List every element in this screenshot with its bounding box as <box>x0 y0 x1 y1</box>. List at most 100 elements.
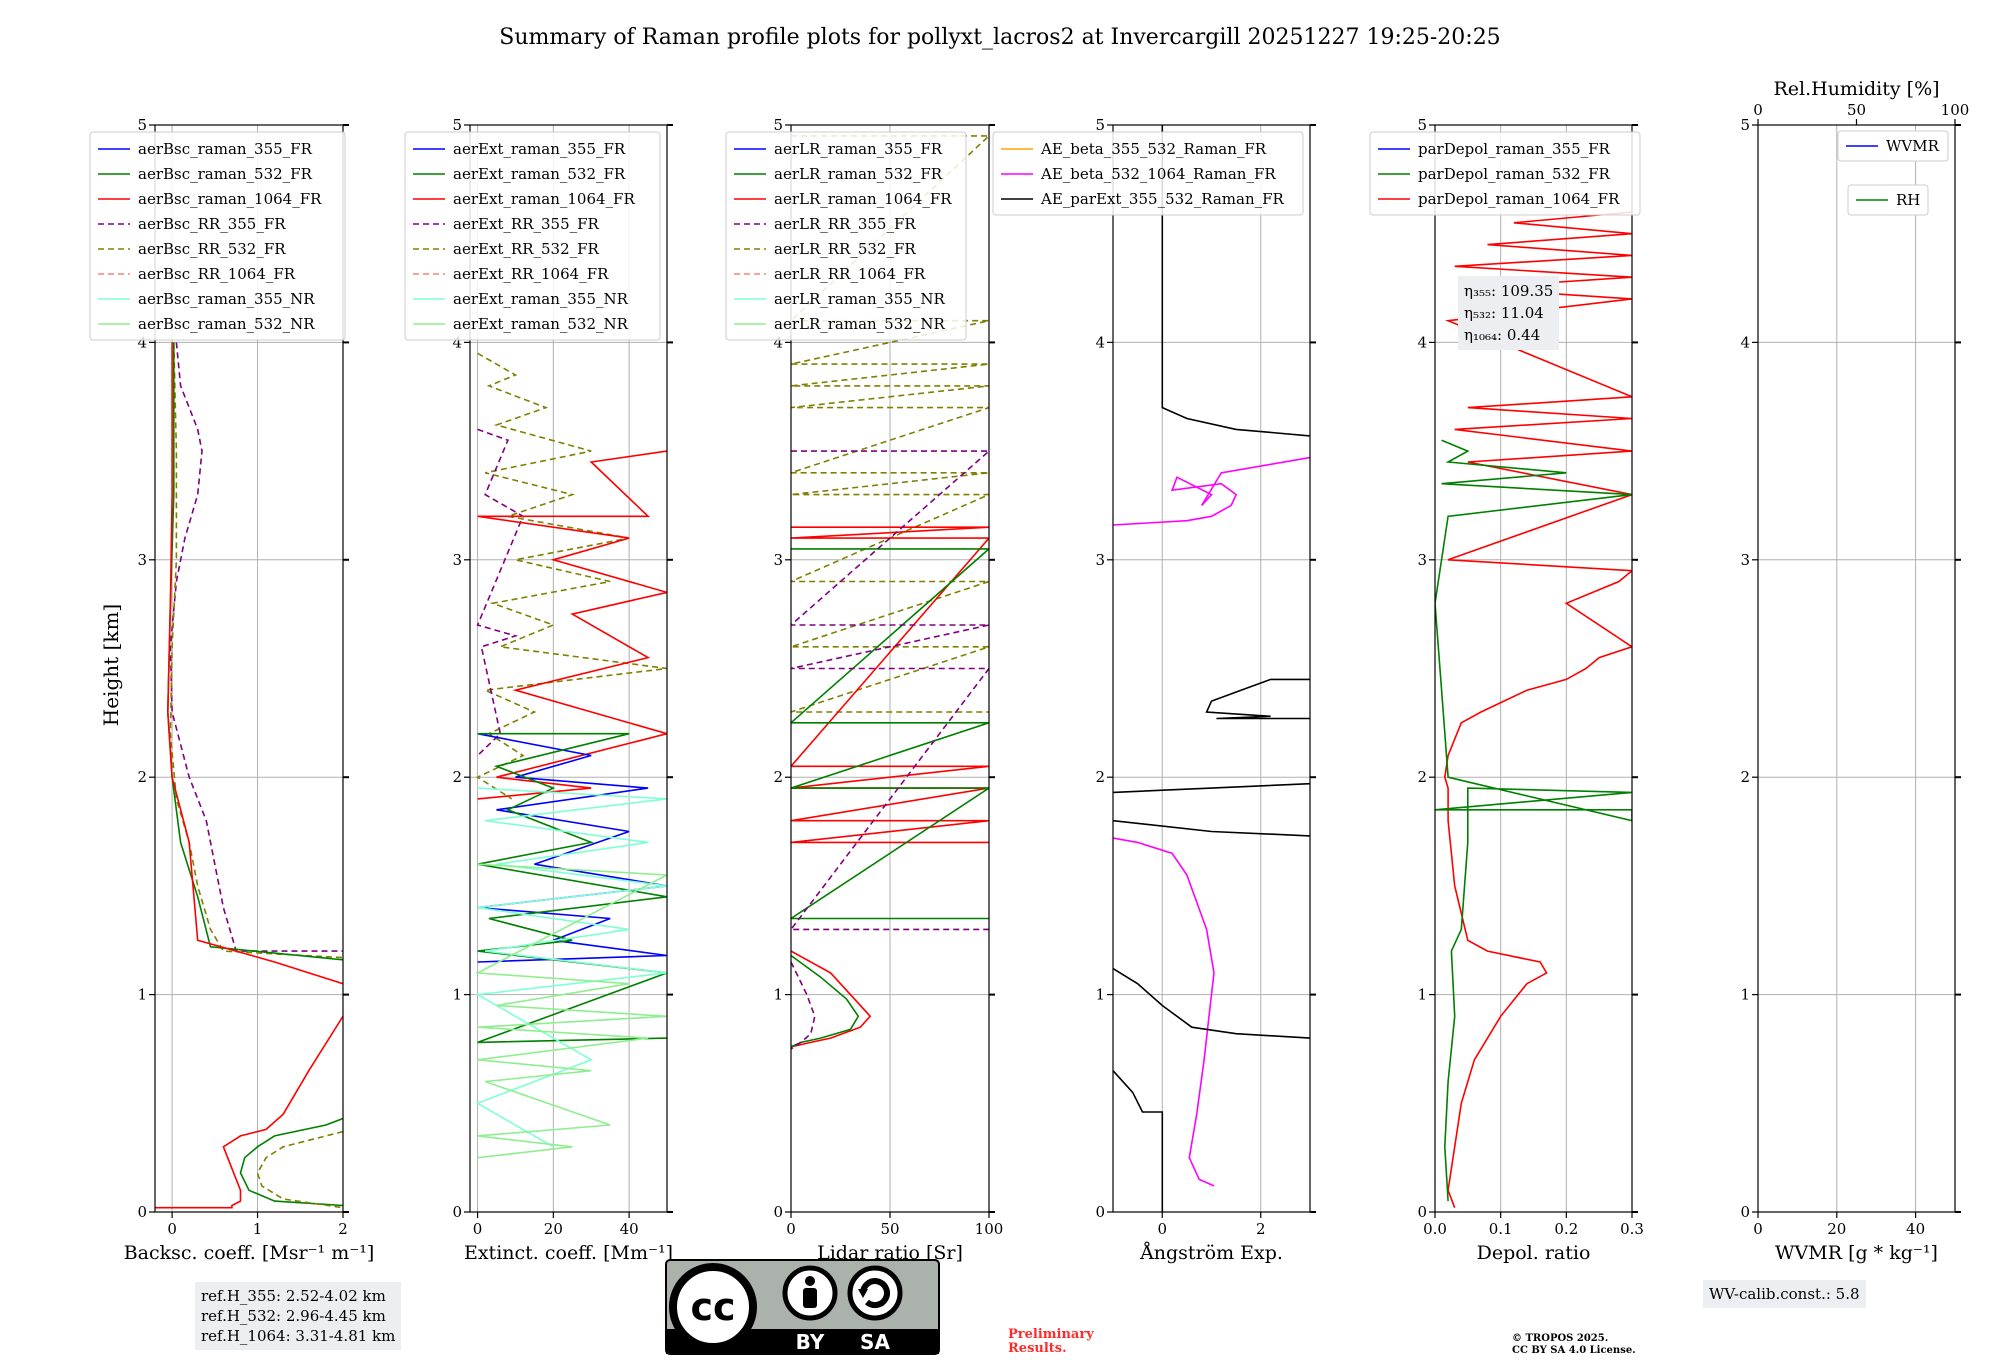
series-line-aerLR_raman_1064_FR <box>791 526 989 844</box>
x-tick-label: 20 <box>544 1220 563 1238</box>
y-tick-label: 3 <box>773 551 783 569</box>
series-line-AE_parExt_355_532_Raman_FR_lower <box>1113 782 1310 794</box>
series-line-aerExt_raman_355_FR <box>477 732 667 963</box>
legend-label: aerExt_raman_1064_FR <box>453 190 635 208</box>
series-line-aerExt_raman_1064_FR <box>477 450 667 800</box>
series-line-aerBsc_raman_1064_FR <box>166 342 343 985</box>
legend-label: AE_beta_532_1064_Raman_FR <box>1040 165 1276 183</box>
y-tick-label: 4 <box>773 333 783 351</box>
copyright-note: © TROPOS 2025. CC BY SA 4.0 License. <box>1512 1333 1636 1357</box>
legend-label: aerExt_raman_532_NR <box>453 315 629 333</box>
series-line-aerLR_raman_532_FR_low <box>791 954 860 1048</box>
top-x-tick-label: 50 <box>1847 101 1866 119</box>
y-tick-label: 2 <box>1417 768 1427 786</box>
cc-icon-label: cc <box>690 1285 735 1329</box>
series-line-AE_beta_532_1064_Raman_FR <box>1113 456 1310 526</box>
series-line-aerLR_RR_355_FR <box>791 450 989 931</box>
x-axis-label: Backsc. coeff. [Msr⁻¹ m⁻¹] <box>124 1242 375 1264</box>
sa-share-icon <box>847 1265 903 1321</box>
y-tick-label: 3 <box>137 551 147 569</box>
y-tick-label: 3 <box>452 551 462 569</box>
y-tick-label: 3 <box>1095 551 1105 569</box>
series-line-aerBsc_raman_532_FR <box>166 342 343 961</box>
y-tick-label: 0 <box>1095 1203 1105 1221</box>
x-tick-label: 40 <box>1906 1220 1925 1238</box>
axes-frame <box>1757 124 1956 1213</box>
legend-label: AE_parExt_355_532_Raman_FR <box>1040 190 1285 208</box>
x-tick-label: 0 <box>1753 1220 1763 1238</box>
y-tick-label: 4 <box>452 333 462 351</box>
legend-3: aerLR_raman_355_FR aerLR_raman_532_FR aerL… <box>725 131 967 341</box>
top-x-axis-label: Rel.Humidity [%] <box>1773 78 1939 100</box>
x-axis-label: Extinct. coeff. [Mm⁻¹] <box>464 1242 673 1264</box>
legend-label: parDepol_raman_1064_FR <box>1418 190 1620 208</box>
legend-label: aerBsc_RR_1064_FR <box>138 265 296 283</box>
series-line-aerExt_raman_532_FR <box>477 732 667 1044</box>
legend-label: parDepol_raman_355_FR <box>1418 140 1611 158</box>
wv-calib-const: WV-calib.const.: 5.8 <box>1709 1285 1860 1303</box>
series-line-aerExt_raman_355_NR <box>475 787 667 1148</box>
x-tick-label: 100 <box>975 1220 1004 1238</box>
legend-label: parDepol_raman_532_FR <box>1418 165 1611 183</box>
preliminary-line-2: Results. <box>1008 1341 1067 1356</box>
legend-label: aerExt_RR_532_FR <box>453 240 600 258</box>
y-tick-label: 1 <box>773 986 783 1004</box>
legend-label: aerLR_raman_1064_FR <box>774 190 952 208</box>
y-tick-label: 2 <box>137 768 147 786</box>
legend-label: AE_beta_355_532_Raman_FR <box>1040 140 1267 158</box>
chart-panel-1: 0 1 2 3 4 5 0 1 2 Backsc. coeff. [Msr⁻¹ m⁻¹] aerBs… <box>89 116 375 1264</box>
y-tick-label: 0 <box>1417 1203 1427 1221</box>
copyright-line-2: CC BY SA 4.0 License. <box>1512 1345 1636 1356</box>
legend-label: RH <box>1896 191 1920 209</box>
x-axis-label: Ångström Exp. <box>1139 1242 1283 1264</box>
copyright-line-1: © TROPOS 2025. <box>1512 1333 1609 1344</box>
x-tick-label: 0 <box>1157 1220 1167 1238</box>
series-line-AE_parExt_355_532_Raman_FR_bottom <box>1113 1070 1164 1212</box>
legend-label: aerBsc_raman_532_NR <box>138 315 315 333</box>
chart-panel-2: 0 1 2 3 4 5 0 20 40 Extinct. coeff. [Mm⁻¹] aerExt_… <box>404 116 673 1264</box>
sa-label: SA <box>860 1330 890 1354</box>
y-tick-label: 0 <box>137 1203 147 1221</box>
x-tick-label: 2 <box>338 1220 348 1238</box>
legend-label: aerLR_raman_532_NR <box>774 315 945 333</box>
preliminary-line-1: Preliminary <box>1008 1327 1094 1342</box>
series-line-aerExt_RR_355_FR <box>476 428 525 757</box>
figure-title: Summary of Raman profile plots for polly… <box>499 25 1500 50</box>
series-line-AE_parExt_355_532_Raman_FR_lower2 <box>1113 819 1310 837</box>
legend-4: AE_beta_355_532_Raman_FR AE_beta_532_1064… <box>992 131 1304 216</box>
ref-height-532: ref.H_532: 2.96-4.45 km <box>201 1307 386 1325</box>
legend-label: aerBsc_raman_355_FR <box>138 140 313 158</box>
eta-1064: η₁₀₆₄: 0.44 <box>1464 326 1541 344</box>
series-line-AE_parExt_355_532_Raman_FR_low <box>1113 967 1310 1039</box>
cc-license-badge: cc BY SA <box>665 1259 940 1355</box>
legend-label: aerExt_raman_355_NR <box>453 290 629 308</box>
series-line-parDepol_raman_532_FR <box>1435 439 1632 1202</box>
legend-label: aerBsc_raman_532_FR <box>138 165 313 183</box>
y-tick-label: 1 <box>1740 986 1750 1004</box>
y-tick-label: 0 <box>773 1203 783 1221</box>
y-axis-label: Height [km] <box>99 604 123 726</box>
legend-wvmr: WVMR <box>1837 130 1949 162</box>
x-tick-label: 50 <box>880 1220 899 1238</box>
x-axis-label: Depol. ratio <box>1477 1242 1591 1264</box>
y-tick-label: 2 <box>773 768 783 786</box>
ref-height-1064: ref.H_1064: 3.31-4.81 km <box>201 1327 396 1345</box>
y-tick-label: 5 <box>1740 116 1750 134</box>
series-line-parDepol_raman_1064_FR <box>1443 211 1632 1208</box>
axes-frame <box>1434 124 1633 1213</box>
legend-label: aerBsc_raman_355_NR <box>138 290 315 308</box>
y-tick-label: 4 <box>1095 333 1105 351</box>
y-tick-label: 5 <box>1417 116 1427 134</box>
series-line-AE_beta_532_1064_Raman_FR_low <box>1113 837 1215 1187</box>
legend-label: aerExt_raman_355_FR <box>453 140 626 158</box>
y-tick-label: 2 <box>1095 768 1105 786</box>
x-tick-label: 0.2 <box>1554 1220 1578 1238</box>
top-x-tick-label: 0 <box>1753 101 1763 119</box>
series-line-aerExt_RR_532_FR <box>475 352 667 800</box>
legend-label: aerLR_raman_355_FR <box>774 140 943 158</box>
x-tick-label: 0 <box>786 1220 796 1238</box>
y-tick-label: 1 <box>452 986 462 1004</box>
